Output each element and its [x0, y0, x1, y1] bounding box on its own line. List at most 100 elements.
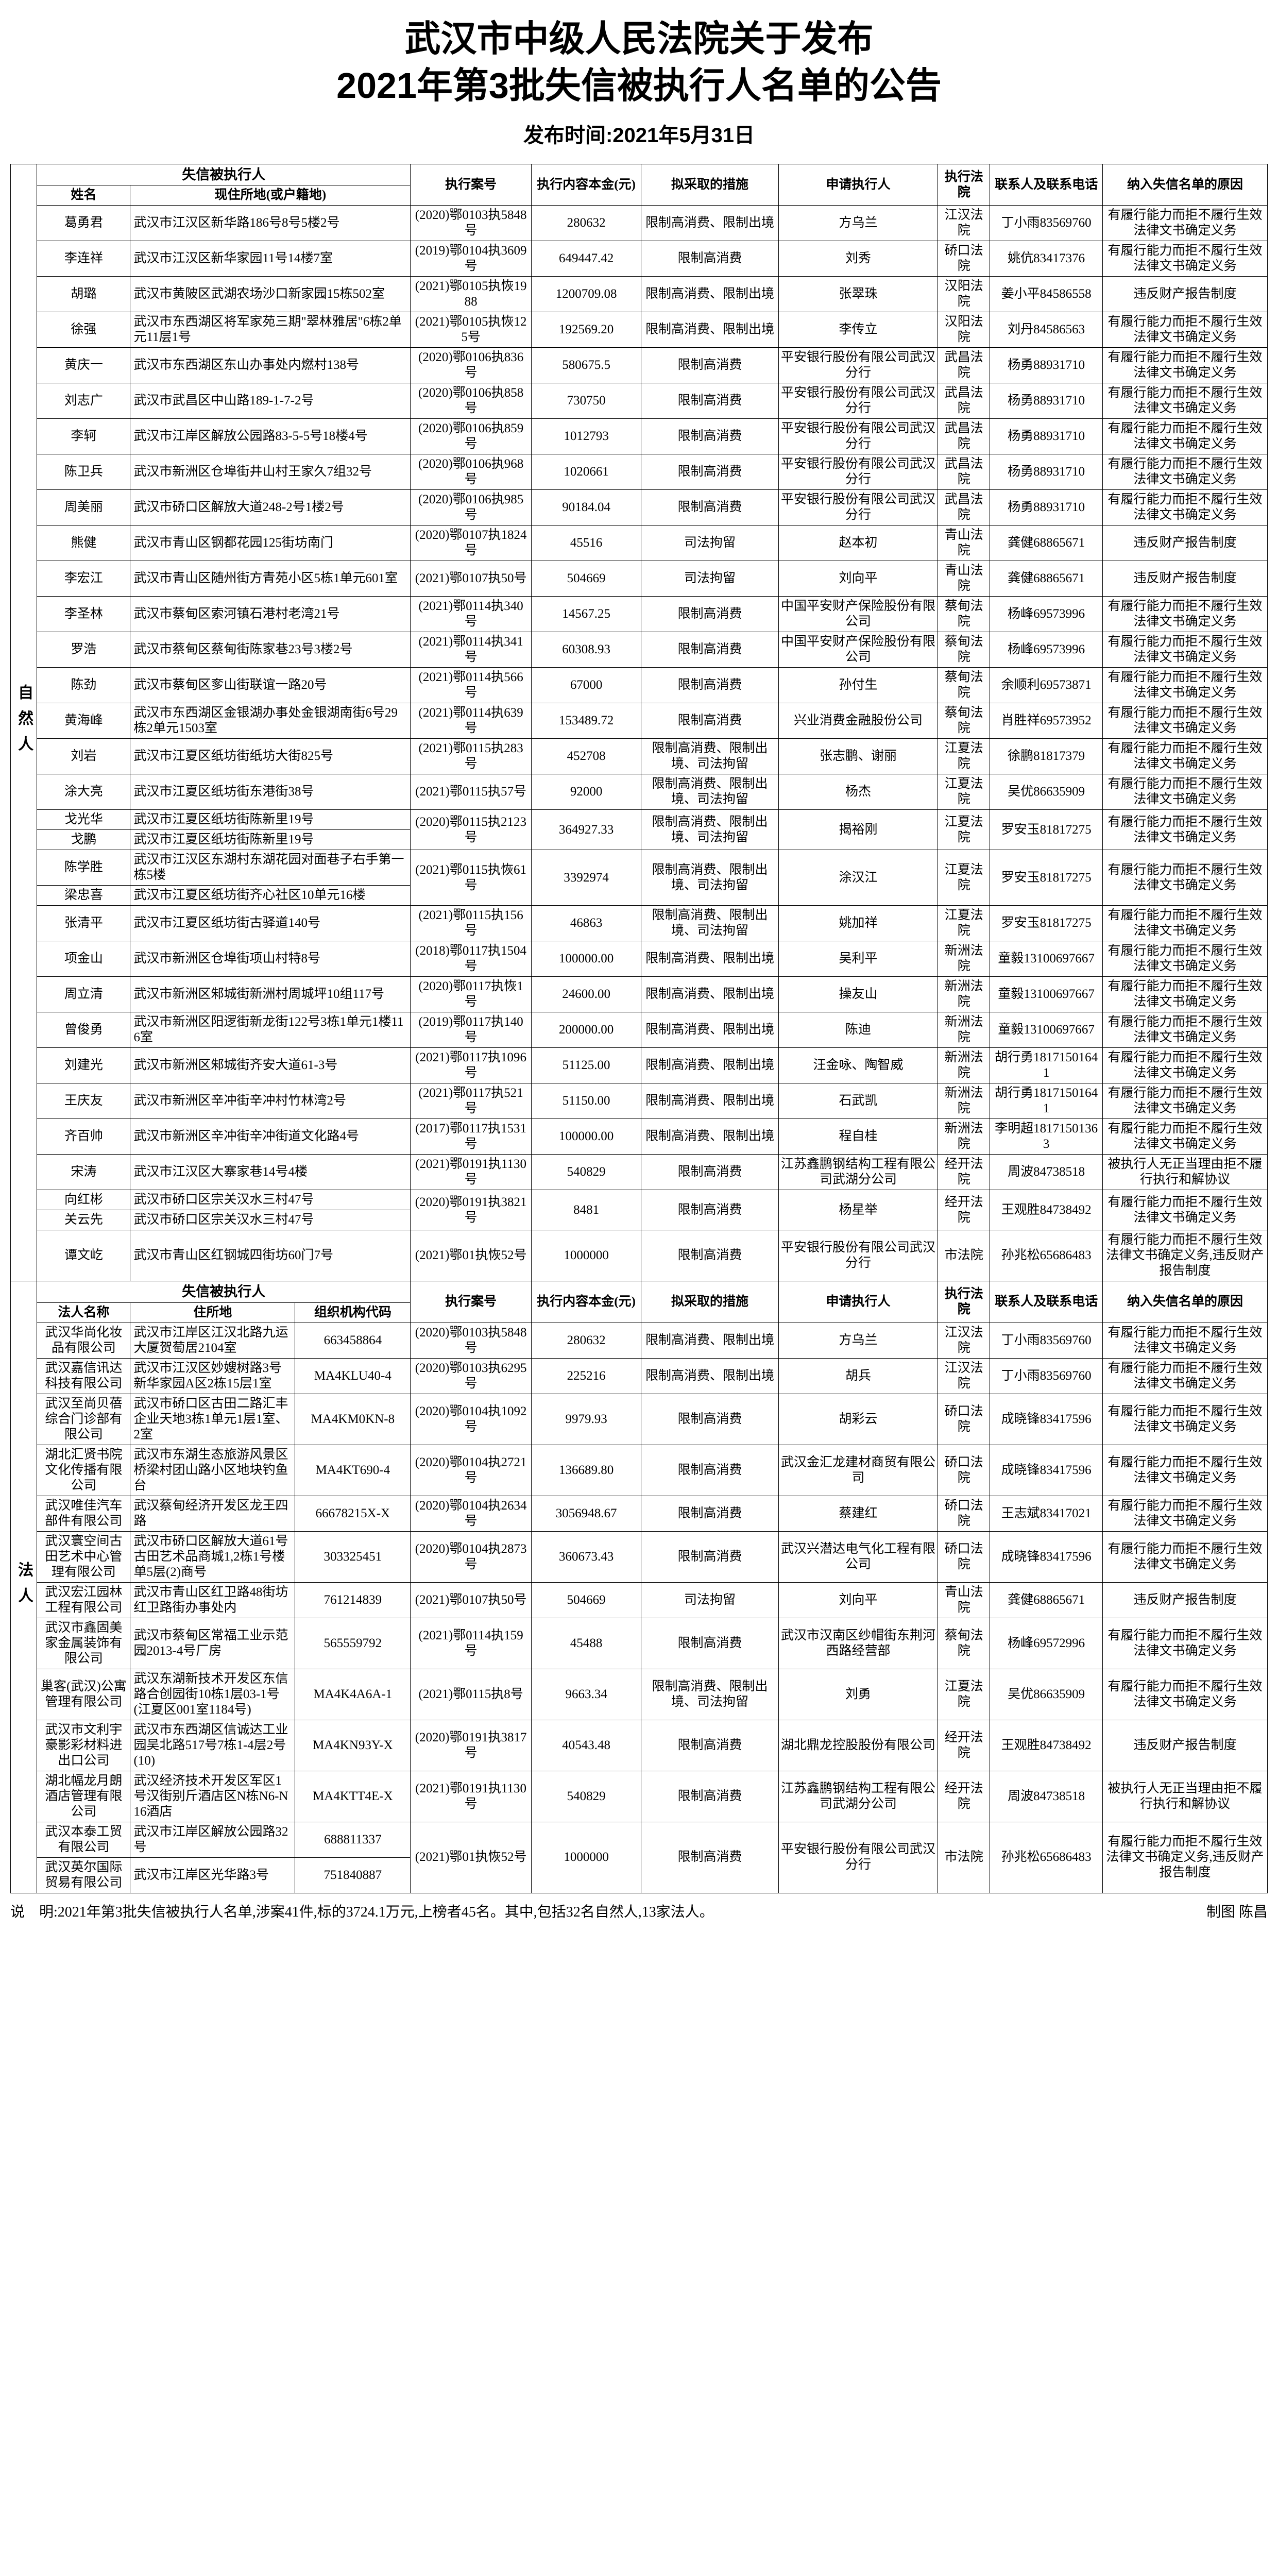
cell-name: 关云先: [37, 1210, 130, 1230]
cell-org: 663458864: [295, 1323, 411, 1358]
cell-addr: 武汉市新洲区辛冲街辛冲村竹林湾2号: [130, 1083, 411, 1119]
table-row: 戈光华武汉市江夏区纸坊街陈新里19号(2020)鄂0115执2123号36492…: [11, 810, 1268, 830]
cell-case: (2020)鄂0104执2721号: [411, 1445, 532, 1496]
cell-amount: 540829: [531, 1771, 641, 1822]
cell-case: (2020)鄂0104执2634号: [411, 1496, 532, 1531]
cell-court: 蔡甸法院: [938, 1618, 990, 1669]
cell-applicant: 李传立: [778, 312, 938, 348]
cell-contact: 杨勇88931710: [990, 490, 1103, 526]
cell-amount: 540829: [531, 1155, 641, 1190]
cell-name: 涂大亮: [37, 774, 130, 810]
cell-name: 刘志广: [37, 383, 130, 419]
cell-court: 蔡甸法院: [938, 668, 990, 703]
cell-case: (2020)鄂0106执859号: [411, 419, 532, 454]
cell-org: 751840887: [295, 1857, 411, 1893]
table-row: 武汉唯佳汽车部件有限公司武汉蔡甸经济开发区龙王四路66678215X-X(202…: [11, 1496, 1268, 1531]
cell-amount: 40543.48: [531, 1720, 641, 1771]
cell-case: (2020)鄂0191执3821号: [411, 1190, 532, 1230]
cell-measure: 限制高消费、限制出境、司法拘留: [641, 1669, 779, 1720]
table-row: 齐百帅武汉市新洲区辛冲街辛冲街道文化路4号(2017)鄂0117执1531号10…: [11, 1119, 1268, 1155]
cell-court: 蔡甸法院: [938, 597, 990, 632]
cell-amount: 9979.93: [531, 1394, 641, 1445]
cell-amount: 136689.80: [531, 1445, 641, 1496]
cell-contact: 龚健68865671: [990, 1582, 1103, 1618]
cell-addr: 武汉市硚口区宗关汉水三村47号: [130, 1190, 411, 1210]
cell-case: (2021)鄂0107执50号: [411, 561, 532, 597]
cell-applicant: 方乌兰: [778, 1323, 938, 1358]
table-row: 武汉嘉信讯达科技有限公司武汉市江汉区妙嫂树路3号新华家园A区2栋15层1室MA4…: [11, 1358, 1268, 1394]
cell-addr: 武汉市硚口区解放大道61号古田艺术品商城1,2栋1号楼单5层(2)商号: [130, 1531, 295, 1582]
cell-applicant: 中国平安财产保险股份有限公司: [778, 597, 938, 632]
cell-case: (2021)鄂0114执340号: [411, 597, 532, 632]
cell-amount: 90184.04: [531, 490, 641, 526]
table-row: 罗浩武汉市蔡甸区蔡甸街陈家巷23号3楼2号(2021)鄂0114执341号603…: [11, 632, 1268, 668]
cell-reason: 有履行能力而拒不履行生效法律文书确定义务: [1102, 1394, 1267, 1445]
cell-addr: 武汉市新洲区辛冲街辛冲街道文化路4号: [130, 1119, 411, 1155]
cell-name: 曾俊勇: [37, 1012, 130, 1048]
cell-court: 硚口法院: [938, 1445, 990, 1496]
cell-amount: 225216: [531, 1358, 641, 1394]
cell-name: 刘建光: [37, 1048, 130, 1083]
cell-case: (2020)鄂0106执858号: [411, 383, 532, 419]
footer: 说 明:2021年第3批失信被执行人名单,涉案41件,标的3724.1万元,上榜…: [10, 1901, 1268, 1921]
table-row: 涂大亮武汉市江夏区纸坊街东港街38号(2021)鄂0115执57号92000限制…: [11, 774, 1268, 810]
col-court: 执行法院: [938, 164, 990, 206]
table-row: 胡璐武汉市黄陂区武湖农场沙口新家园15栋502室(2021)鄂0105执恢198…: [11, 277, 1268, 312]
table-row: 湖北汇贤书院文化传播有限公司武汉市东湖生态旅游风景区桥梁村团山路小区地块钓鱼台M…: [11, 1445, 1268, 1496]
table-row: 项金山武汉市新洲区仓埠街项山村特8号(2018)鄂0117执1504号10000…: [11, 941, 1268, 977]
table-row: 李宏江武汉市青山区随州街方青苑小区5栋1单元601室(2021)鄂0107执50…: [11, 561, 1268, 597]
cell-org: MA4KN93Y-X: [295, 1720, 411, 1771]
cell-reason: 有履行能力而拒不履行生效法律文书确定义务: [1102, 1323, 1267, 1358]
cell-org: MA4K4A6A-1: [295, 1669, 411, 1720]
cell-reason: 有履行能力而拒不履行生效法律文书确定义务: [1102, 668, 1267, 703]
main-title-line1: 武汉市中级人民法院关于发布: [10, 15, 1268, 62]
cell-amount: 1012793: [531, 419, 641, 454]
col-applicant: 申请执行人: [778, 164, 938, 206]
cell-case: (2020)鄂0103执5848号: [411, 206, 532, 241]
cell-name: 李宏江: [37, 561, 130, 597]
cell-name: 武汉市鑫固美家金属装饰有限公司: [37, 1618, 130, 1669]
cell-case: (2021)鄂0107执50号: [411, 1582, 532, 1618]
cell-reason: 被执行人无正当理由拒不履行执行和解协议: [1102, 1771, 1267, 1822]
cell-court: 青山法院: [938, 526, 990, 561]
cell-addr: 武汉市青山区钢都花园125街坊南门: [130, 526, 411, 561]
cell-reason: 有履行能力而拒不履行生效法律文书确定义务: [1102, 490, 1267, 526]
cell-measure: 限制高消费: [641, 597, 779, 632]
table-row: 黄海峰武汉市东西湖区金银湖办事处金银湖南街6号29栋2单元1503室(2021)…: [11, 703, 1268, 739]
cell-measure: 限制高消费: [641, 383, 779, 419]
cell-court: 武昌法院: [938, 419, 990, 454]
cell-addr: 武汉市东西湖区东山办事处内燃村138号: [130, 348, 411, 383]
cell-court: 江夏法院: [938, 906, 990, 941]
cell-measure: 限制高消费: [641, 1618, 779, 1669]
cell-contact: 杨峰69572996: [990, 1618, 1103, 1669]
cell-addr: 武汉东湖新技术开发区东信路合创园街10栋1层03-1号(江夏区001室1184号…: [130, 1669, 295, 1720]
cell-amount: 580675.5: [531, 348, 641, 383]
cell-contact: 童毅13100697667: [990, 977, 1103, 1012]
cell-addr: 武汉市江汉区大寨家巷14号4楼: [130, 1155, 411, 1190]
col-amount-l: 执行内容本金(元): [531, 1281, 641, 1323]
cell-case: (2017)鄂0117执1531号: [411, 1119, 532, 1155]
cell-org: 688811337: [295, 1822, 411, 1857]
cell-contact: 胡行勇18171501641: [990, 1048, 1103, 1083]
cell-name: 李圣林: [37, 597, 130, 632]
cell-applicant: 杨星举: [778, 1190, 938, 1230]
cell-applicant: 刘勇: [778, 1669, 938, 1720]
cell-measure: 限制高消费、限制出境、司法拘留: [641, 810, 779, 850]
cell-court: 经开法院: [938, 1720, 990, 1771]
cell-court: 新洲法院: [938, 1048, 990, 1083]
cell-court: 硚口法院: [938, 1496, 990, 1531]
cell-addr: 武汉市新洲区仓埠街项山村特8号: [130, 941, 411, 977]
table-row: 李连祥武汉市江汉区新华家园11号14楼7室(2019)鄂0104执3609号64…: [11, 241, 1268, 277]
cell-amount: 8481: [531, 1190, 641, 1230]
cell-amount: 14567.25: [531, 597, 641, 632]
cell-case: (2020)鄂0106执985号: [411, 490, 532, 526]
cell-name: 武汉英尔国际贸易有限公司: [37, 1857, 130, 1893]
cell-case: (2021)鄂0117执521号: [411, 1083, 532, 1119]
cell-name: 武汉华尚化妆品有限公司: [37, 1323, 130, 1358]
cell-org: MA4KLU40-4: [295, 1358, 411, 1394]
cell-applicant: 吴利平: [778, 941, 938, 977]
col-applicant-l: 申请执行人: [778, 1281, 938, 1323]
cell-amount: 200000.00: [531, 1012, 641, 1048]
cell-contact: 成晓锋83417596: [990, 1531, 1103, 1582]
table-row: 熊健武汉市青山区钢都花园125街坊南门(2020)鄂0107执1824号4551…: [11, 526, 1268, 561]
